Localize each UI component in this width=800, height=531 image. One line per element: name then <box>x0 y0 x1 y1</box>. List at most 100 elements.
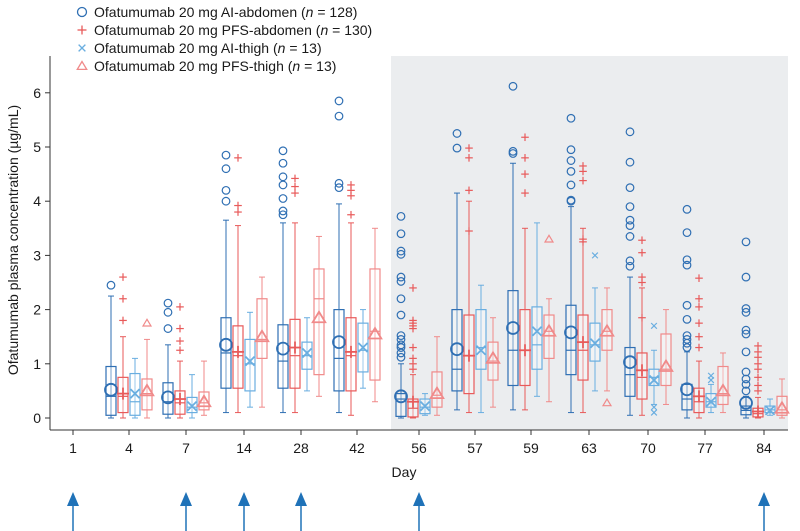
x-tick-label: 7 <box>182 440 190 456</box>
outlier-point <box>754 342 762 350</box>
outlier-point <box>508 146 518 156</box>
y-tick-label: 6 <box>33 85 41 101</box>
dosing-arrow-day-56 <box>413 492 425 531</box>
mean-marker <box>599 323 615 337</box>
x-axis: 1 4 7 14 28 42 56 57 59 63 70 77 84 <box>50 429 788 456</box>
mean-marker <box>648 374 660 386</box>
legend-label-pfs_thigh: Ofatumumab 20 mg PFS-thigh (n = 13) <box>94 58 336 74</box>
outlier-point <box>543 234 555 243</box>
box-pfs_abdomen-day-56 <box>407 284 419 419</box>
y-tick-label: 2 <box>33 302 41 318</box>
y-tick-label: 0 <box>33 410 41 426</box>
x-tick-label: 4 <box>125 440 133 456</box>
box-pfs_abdomen-day-7 <box>174 303 186 419</box>
outlier-point <box>650 322 658 330</box>
outlier-point <box>695 274 703 282</box>
x-tick-label: 14 <box>236 440 252 456</box>
box-ai_thigh-day-14 <box>244 311 256 408</box>
outlier-point <box>396 331 406 341</box>
mean-marker <box>485 350 501 364</box>
mean-marker <box>232 345 244 358</box>
mean-marker <box>345 345 357 358</box>
mean-marker <box>764 405 776 416</box>
box-iqr <box>395 393 407 417</box>
outlier-point <box>119 273 127 281</box>
mean-marker <box>419 400 431 412</box>
outlier-point <box>106 280 116 290</box>
legend: Ofatumumab 20 mg AI-abdomen (n = 128) Ofa… <box>76 4 372 74</box>
outlier-point <box>579 235 587 243</box>
box-pfs_thigh-day-57 <box>485 317 501 408</box>
dosing-arrow-day-84 <box>758 492 770 531</box>
outlier-point <box>741 325 751 335</box>
mean-marker <box>506 321 520 335</box>
outlier-point <box>591 252 599 259</box>
dosing-arrow-day-14 <box>238 492 250 531</box>
box-ai_thigh-day-28 <box>301 317 313 392</box>
outlier-point <box>278 206 288 216</box>
box-pfs_thigh-day-84 <box>774 378 790 419</box>
outlier-point <box>741 272 751 282</box>
outlier-point <box>521 189 529 197</box>
mean-marker <box>186 400 198 412</box>
outlier-point <box>625 232 635 241</box>
box-iqr <box>507 290 519 387</box>
mean-marker <box>531 326 543 337</box>
dosing-arrow-day-28 <box>295 492 307 531</box>
outlier-point <box>278 210 288 220</box>
outlier-point <box>741 347 751 357</box>
outlier-point <box>695 319 703 327</box>
outlier-point <box>119 294 127 303</box>
box-pfs_abdomen-day-77 <box>693 274 705 419</box>
outlier-point <box>347 181 355 189</box>
box-ai_abdomen-day-56 <box>394 211 408 419</box>
outlier-point <box>741 379 751 389</box>
mean-marker <box>117 387 129 400</box>
outlier-point <box>221 185 231 195</box>
outlier-point <box>741 304 751 313</box>
outlier-point <box>396 249 406 259</box>
outlier-point <box>638 248 646 257</box>
box-ai_thigh-day-84 <box>764 398 776 416</box>
outlier-point <box>234 201 242 210</box>
box-iqr <box>601 309 613 351</box>
outlier-point <box>465 227 473 235</box>
mean-marker <box>752 405 764 418</box>
outlier-point <box>465 144 473 152</box>
mean-marker <box>276 341 290 356</box>
mean-marker <box>301 347 313 359</box>
box-ai_abdomen-day-70 <box>623 127 637 416</box>
mean-marker <box>519 344 531 357</box>
outlier-point <box>741 329 751 339</box>
outlier-point <box>650 409 658 416</box>
box-ai_abdomen-day-84 <box>739 237 753 419</box>
outlier-point <box>625 127 635 137</box>
box-ai_abdomen-day-63 <box>564 113 578 414</box>
box-iqr <box>531 306 543 370</box>
mean-marker <box>161 390 175 405</box>
outlier-point <box>396 272 406 282</box>
box-ai_abdomen-day-42 <box>332 96 346 414</box>
box-ai_thigh-day-77 <box>705 372 717 414</box>
outlier-point <box>625 202 635 212</box>
outlier-point <box>566 156 576 165</box>
box-iqr <box>333 309 345 392</box>
box-iqr <box>705 393 717 408</box>
outlier-point <box>566 195 576 205</box>
outlier-point <box>278 158 288 168</box>
mean-marker <box>429 385 445 400</box>
mean-marker <box>332 335 346 350</box>
box-pfs_abdomen-day-70 <box>636 236 648 416</box>
box-ai_abdomen-day-28 <box>276 146 290 414</box>
outlier-point <box>707 372 715 379</box>
box-pfs_abdomen-day-42 <box>345 181 357 416</box>
outlier-point <box>396 229 406 239</box>
outlier-point <box>682 314 692 324</box>
mean-marker <box>394 389 408 404</box>
outlier-point <box>579 176 587 185</box>
box-pfs_abdomen-day-57 <box>463 144 475 414</box>
outlier-point <box>234 208 242 216</box>
outlier-point <box>625 261 635 271</box>
outlier-point <box>176 303 184 311</box>
